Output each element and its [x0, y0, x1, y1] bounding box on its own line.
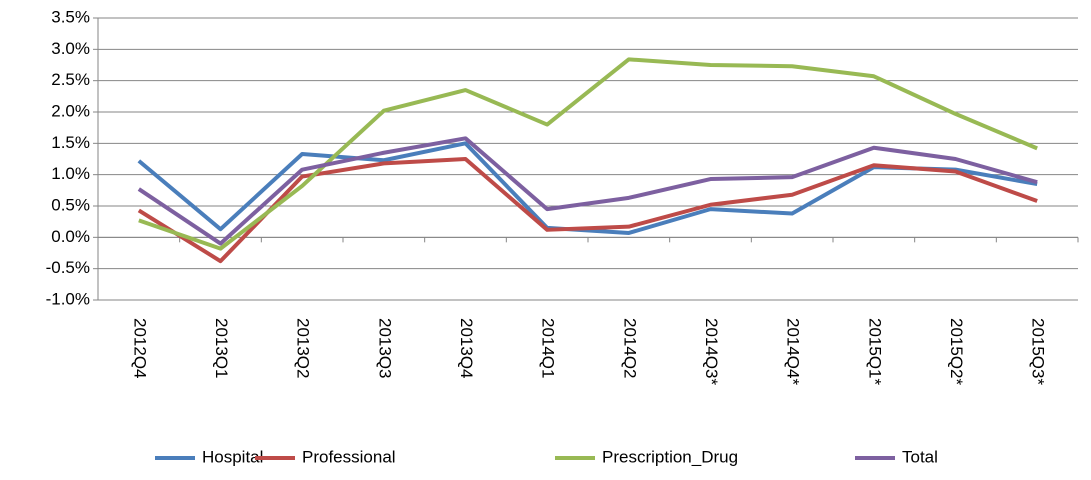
y-tick-label: 3.0% [51, 39, 90, 58]
legend-label: Professional [302, 447, 396, 466]
y-tick-label: 1.0% [51, 164, 90, 183]
x-tick-label: 2014Q1 [539, 318, 558, 379]
series-line [137, 157, 1038, 264]
series-line [137, 141, 1038, 235]
y-tick-label: 2.5% [51, 70, 90, 89]
x-tick-label: 2014Q2 [620, 318, 639, 379]
y-tick-label: 1.5% [51, 133, 90, 152]
x-tick-label: 2014Q3* [702, 318, 721, 385]
x-tick-label: 2013Q3 [375, 318, 394, 379]
x-tick-label: 2013Q2 [294, 318, 313, 379]
legend-label: Prescription_Drug [602, 447, 738, 466]
y-tick-label: -0.5% [46, 258, 90, 277]
x-tick-label: 2014Q4* [784, 318, 803, 385]
x-tick-label: 2015Q3* [1029, 318, 1048, 385]
x-tick-label: 2013Q1 [212, 318, 231, 379]
y-tick-label: -1.0% [46, 289, 90, 308]
x-tick-label: 2015Q2* [947, 318, 966, 385]
x-tick-label: 2013Q4 [457, 318, 476, 379]
series-line [138, 57, 1038, 251]
x-tick-label: 2015Q1* [865, 318, 884, 385]
legend-label: Hospital [202, 447, 263, 466]
x-tick-label: 2012Q4 [130, 318, 149, 379]
series-line [137, 136, 1038, 246]
y-tick-label: 0.0% [51, 227, 90, 246]
y-tick-label: 0.5% [51, 195, 90, 214]
legend-label: Total [902, 447, 938, 466]
y-tick-label: 3.5% [51, 7, 90, 26]
y-tick-label: 2.0% [51, 101, 90, 120]
